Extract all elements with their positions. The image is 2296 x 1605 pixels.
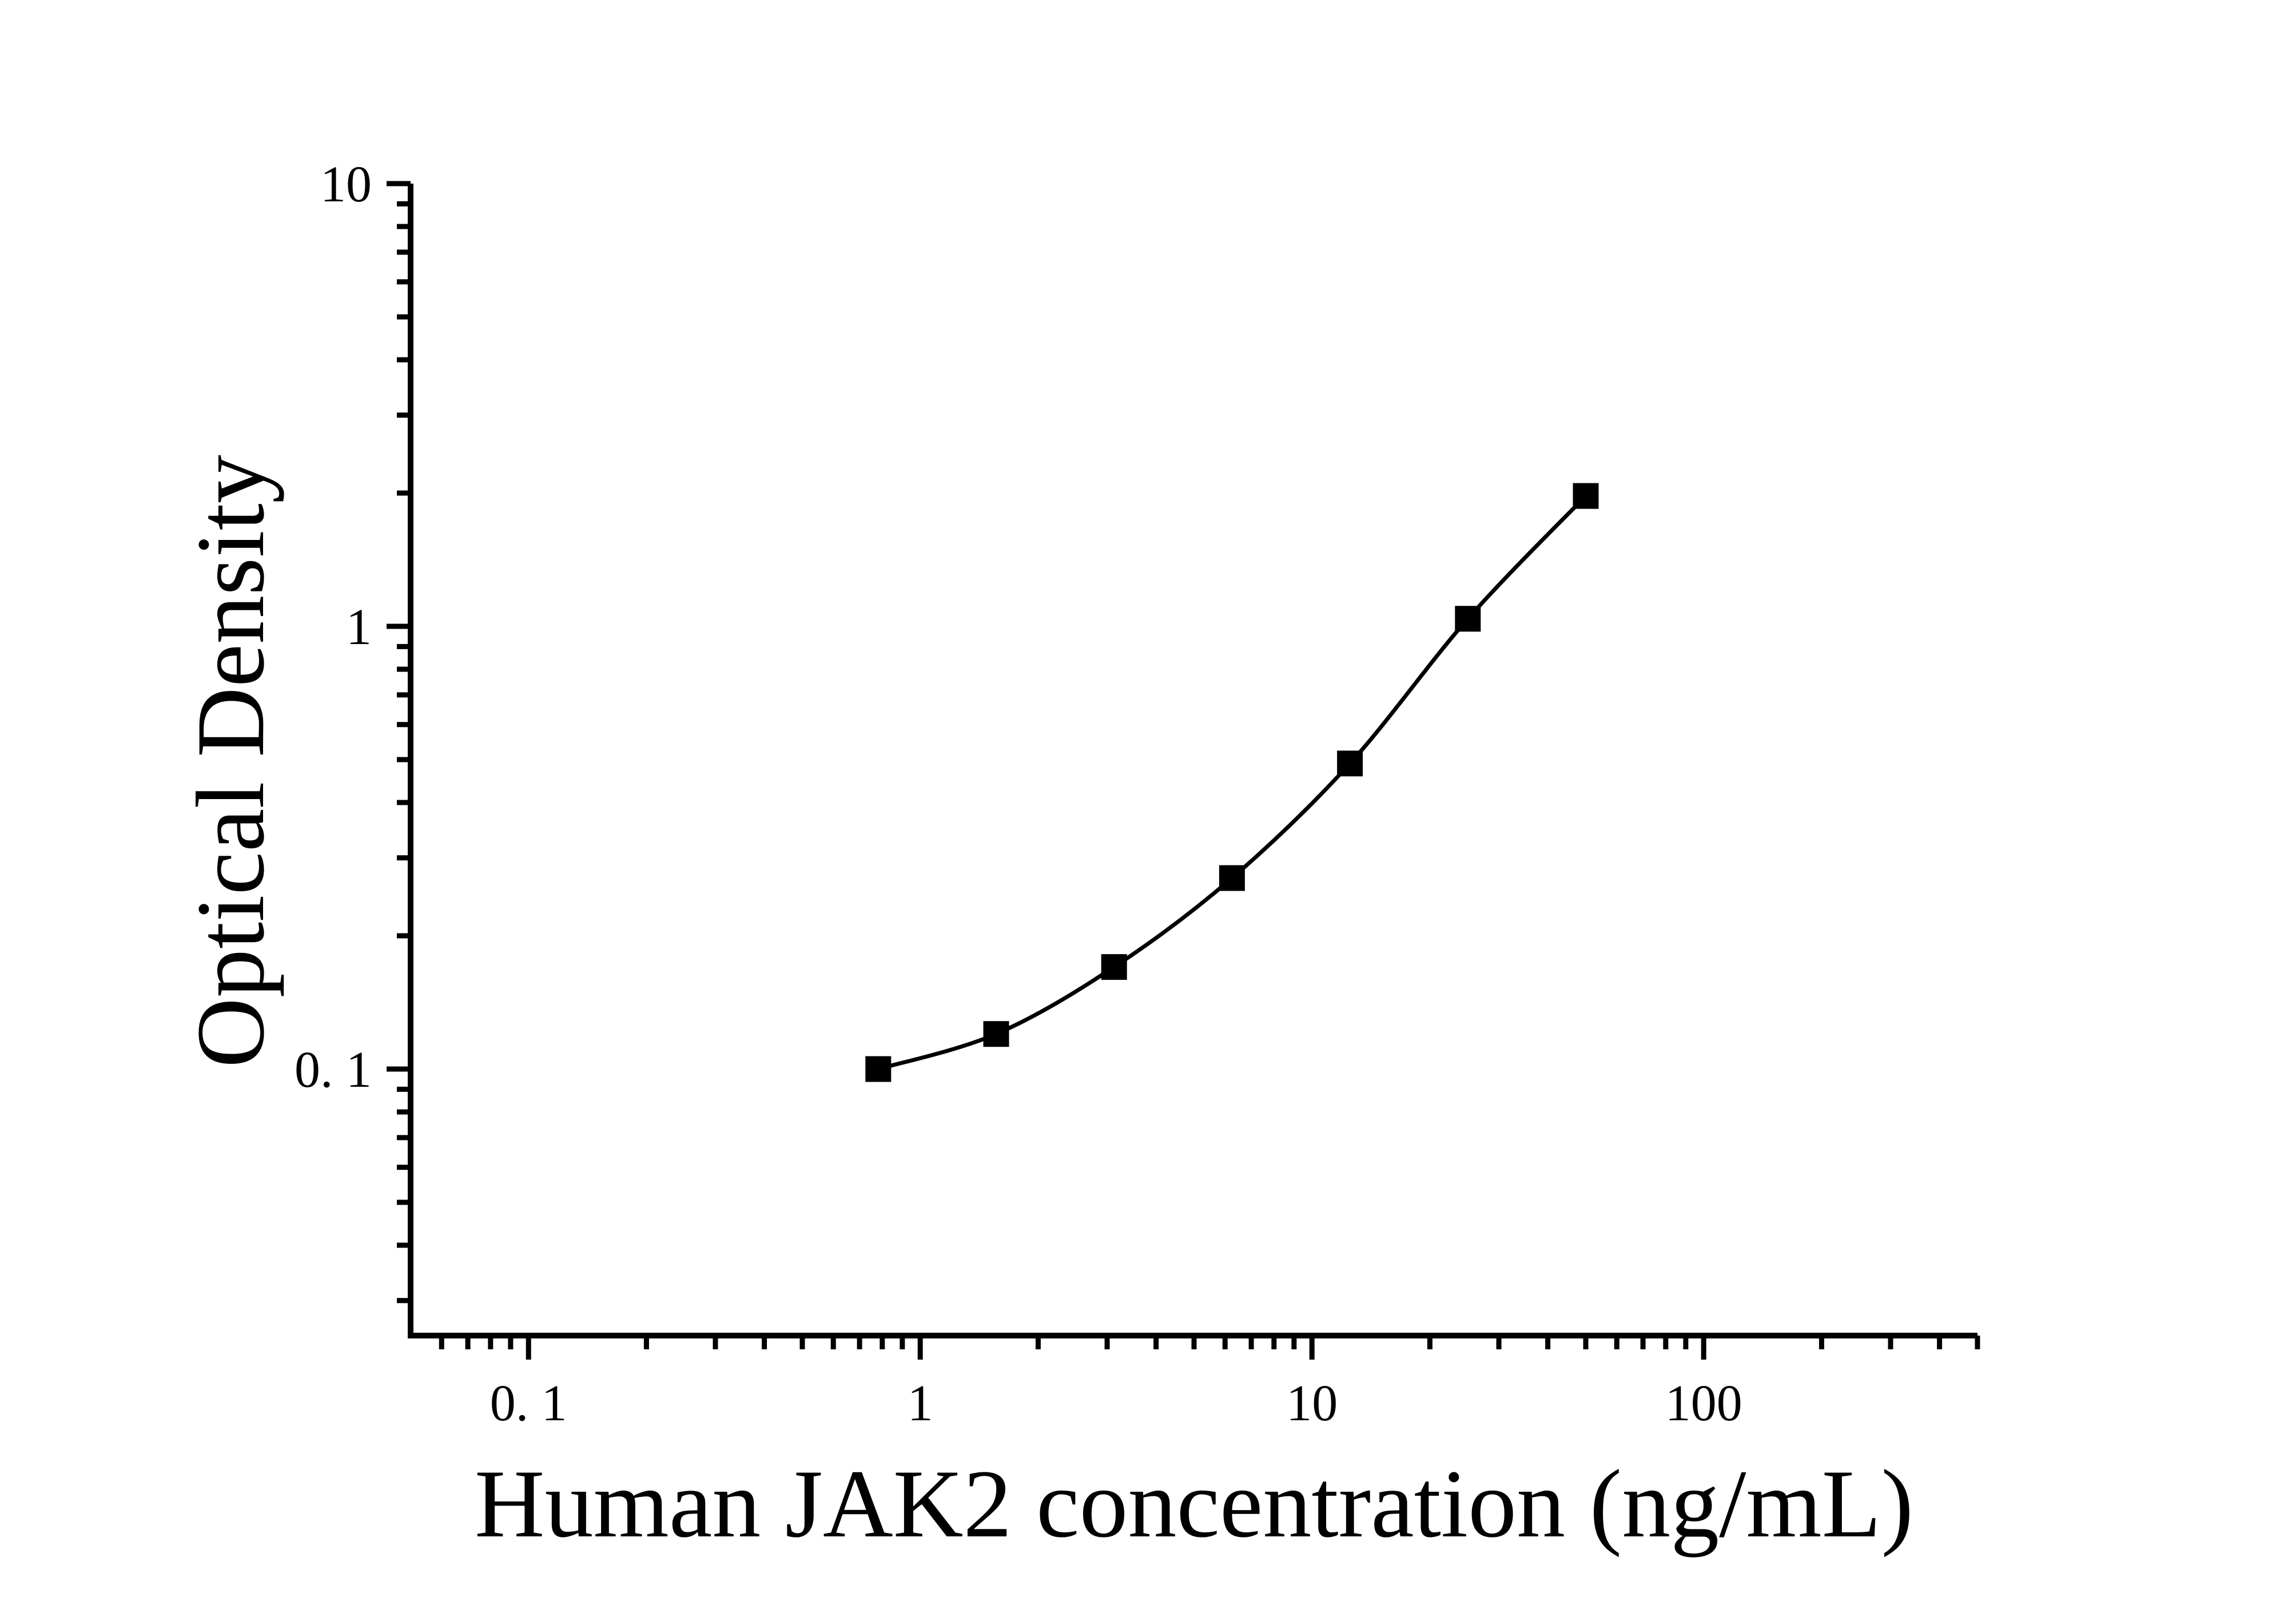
data-point-marker bbox=[1337, 750, 1363, 777]
axis-spine bbox=[408, 184, 1977, 1338]
data-point-marker bbox=[1455, 606, 1481, 632]
x-axis-tick-label: 1 bbox=[908, 1375, 933, 1432]
x-axis-tick-label: 0. 1 bbox=[490, 1375, 567, 1432]
x-axis-tick-label: 10 bbox=[1286, 1375, 1338, 1432]
y-axis-tick-label: 10 bbox=[320, 156, 372, 213]
y-axis-title: Optical Density bbox=[177, 455, 284, 1068]
data-point-marker bbox=[983, 1021, 1009, 1047]
data-point-marker bbox=[1219, 865, 1245, 891]
fit-curve-line bbox=[877, 494, 1587, 1071]
x-axis-tick-label: 100 bbox=[1665, 1375, 1742, 1432]
data-point-marker bbox=[1101, 954, 1127, 980]
y-axis-tick-label: 0. 1 bbox=[295, 1042, 372, 1098]
data-point-marker bbox=[865, 1056, 892, 1082]
y-axis-tick-label: 1 bbox=[346, 599, 372, 655]
x-axis-title: Human JAK2 concentration (ng/mL) bbox=[475, 1450, 1913, 1558]
data-point-marker bbox=[1573, 483, 1599, 509]
